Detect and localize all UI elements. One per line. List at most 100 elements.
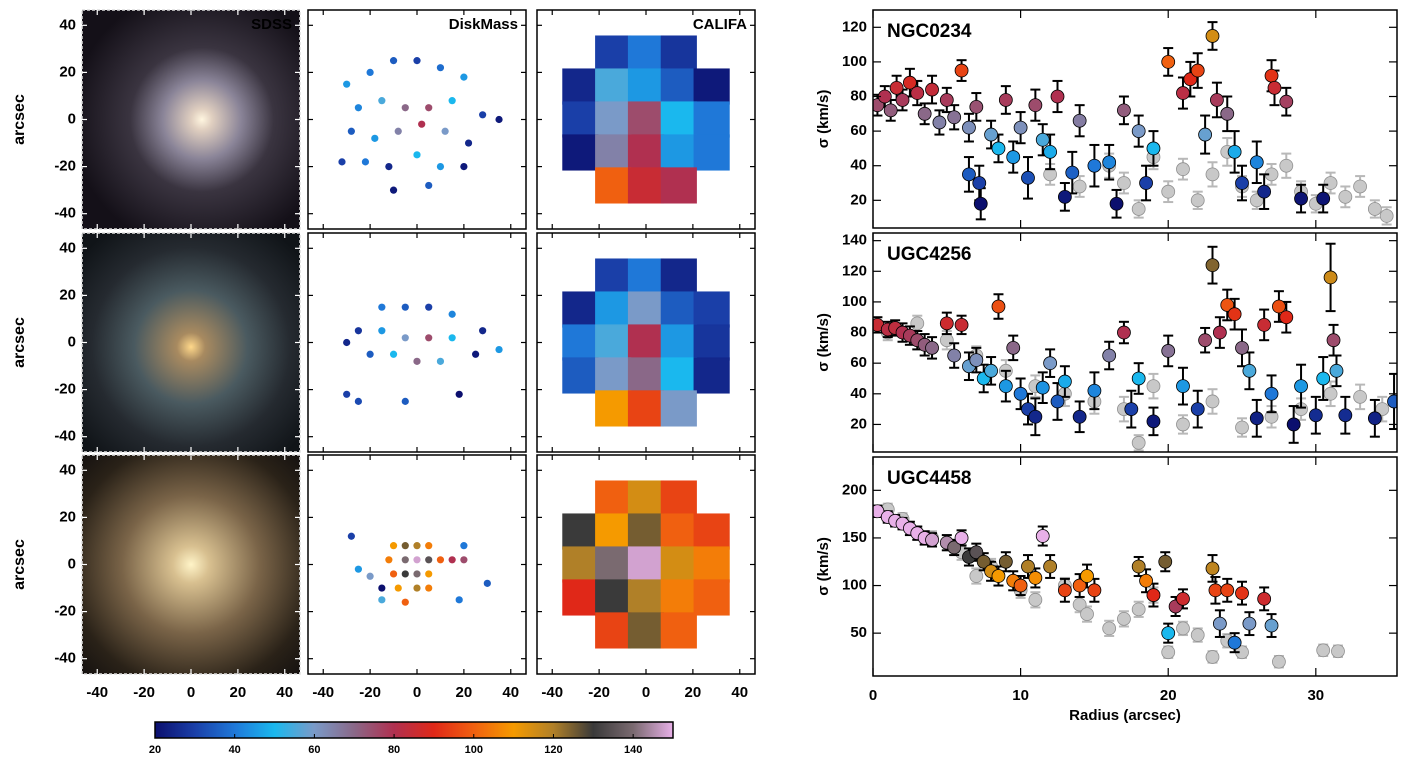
panel-label: DiskMass <box>449 16 518 33</box>
y-tick-label: 140 <box>842 232 867 249</box>
data-point <box>1323 386 1338 401</box>
califa-bin <box>562 357 599 394</box>
plot-area <box>873 502 1345 669</box>
data-point <box>1249 411 1264 426</box>
y-tick-label: 100 <box>842 293 867 310</box>
data-point <box>939 93 954 107</box>
diskmass-fiber <box>401 598 409 606</box>
panel-title: NGC0234 <box>887 21 972 42</box>
data-point <box>1139 176 1153 190</box>
diskmass-fiber <box>460 73 468 81</box>
califa-bin <box>562 324 599 361</box>
data-point <box>1272 654 1286 669</box>
diskmass-fiber <box>389 542 398 550</box>
data-point <box>1264 618 1279 633</box>
califa-bin <box>693 101 730 138</box>
data-point <box>1072 409 1087 424</box>
x-tick-label: 0 <box>642 684 650 701</box>
x-tick-label: 40 <box>731 684 748 701</box>
diskmass-fiber <box>448 334 456 342</box>
data-point <box>1210 93 1224 107</box>
data-point <box>1161 626 1176 641</box>
data-point <box>1367 411 1382 426</box>
diskmass-fiber <box>425 104 433 112</box>
data-point <box>1176 417 1190 432</box>
califa-bin <box>595 390 632 427</box>
diskmass-fiber <box>425 570 433 578</box>
data-point <box>1028 571 1043 585</box>
diskmass-fiber <box>338 158 346 166</box>
califa-bin <box>693 357 730 394</box>
califa-bin <box>660 167 697 204</box>
diskmass-fiber <box>378 303 386 311</box>
diskmass-fiber <box>448 310 456 318</box>
califa-bin <box>595 324 632 361</box>
califa-bin <box>595 546 632 583</box>
califa-bin <box>562 579 599 616</box>
data-point <box>1158 554 1173 569</box>
califa-bin <box>660 101 697 138</box>
data-point <box>1279 158 1294 173</box>
data-point <box>998 93 1013 107</box>
plot-frame <box>872 9 1398 229</box>
data-point <box>1329 363 1344 378</box>
califa-bin <box>595 167 632 204</box>
califa-bin <box>660 612 697 649</box>
data-point <box>947 110 962 125</box>
data-point <box>1212 616 1227 631</box>
x-tick-label: -20 <box>133 684 155 701</box>
x-tick-label: 20 <box>456 684 473 701</box>
data-point <box>1161 645 1176 660</box>
data-point <box>1028 409 1043 424</box>
data-point <box>925 340 939 355</box>
data-point <box>889 80 904 95</box>
y-tick-label: 200 <box>842 481 867 498</box>
califa-bin <box>562 68 599 105</box>
y-tick-label: 0 <box>68 110 76 127</box>
califa-bin <box>660 513 697 550</box>
data-point <box>969 353 984 368</box>
data-point <box>1102 348 1117 363</box>
diskmass-fiber <box>361 158 370 166</box>
data-point <box>1087 583 1102 598</box>
y-tick-label: -20 <box>54 158 76 175</box>
y-tick-label: 80 <box>850 324 867 341</box>
data-point <box>1212 325 1227 340</box>
data-point <box>1035 380 1050 395</box>
data-point <box>917 106 932 121</box>
y-tick-label: 0 <box>68 333 76 350</box>
diskmass-fiber <box>385 162 393 171</box>
data-point <box>947 540 962 555</box>
califa-bin <box>562 134 599 171</box>
data-point <box>1249 155 1264 170</box>
diskmass-fiber <box>441 127 449 135</box>
data-point <box>1035 529 1050 543</box>
data-point <box>1198 333 1213 348</box>
map-panel <box>308 10 526 229</box>
panel-label: CALIFA <box>693 16 747 33</box>
data-point <box>1257 317 1272 332</box>
data-point <box>969 99 984 114</box>
diskmass-fiber <box>483 579 491 587</box>
califa-bin <box>627 101 665 138</box>
data-point <box>1176 621 1190 636</box>
diskmass-fiber <box>425 181 433 190</box>
data-point <box>883 103 898 118</box>
data-point <box>969 545 984 560</box>
map-background <box>308 233 526 452</box>
data-point <box>998 554 1013 569</box>
y-tick-label: -40 <box>54 205 76 222</box>
data-point <box>1013 120 1028 135</box>
map-panel <box>308 233 526 452</box>
diskmass-fiber <box>394 127 402 135</box>
data-point <box>976 554 991 569</box>
diskmass-fiber <box>354 397 362 405</box>
diskmass-fiber <box>347 127 355 135</box>
y-tick-label: 20 <box>59 508 76 525</box>
data-point <box>991 569 1006 583</box>
diskmass-fiber <box>378 327 386 335</box>
data-point <box>1198 127 1213 142</box>
califa-bin <box>660 546 697 583</box>
data-point <box>1242 363 1257 378</box>
data-point <box>1279 310 1294 325</box>
